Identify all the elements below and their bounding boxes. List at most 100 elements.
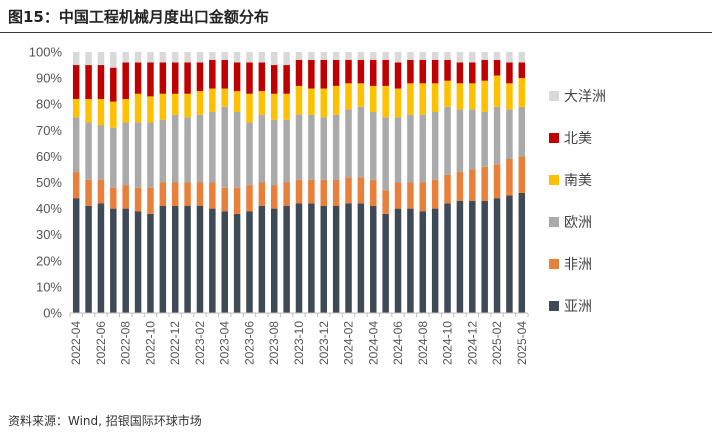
bar-segment: [221, 211, 228, 313]
bar-segment: [283, 205, 290, 313]
bar-segment: [382, 85, 389, 118]
y-tick-label: 40%: [36, 201, 62, 216]
bar-segment: [493, 106, 501, 165]
bar-segment: [283, 65, 290, 94]
legend-label: 大洋洲: [564, 89, 606, 105]
y-tick-label: 70%: [36, 123, 62, 138]
bar-segment: [122, 52, 129, 63]
bar-segment: [184, 205, 191, 313]
bar-segment: [246, 185, 253, 212]
bar-segment: [134, 187, 142, 212]
bar-segment: [159, 205, 167, 313]
bar-segment: [159, 182, 167, 206]
bar-segment: [431, 112, 439, 180]
x-tick-label: 2024-08: [416, 321, 430, 365]
bar-segment: [171, 52, 179, 63]
legend-item: 欧洲: [549, 215, 592, 231]
bar-segment: [444, 80, 451, 107]
bar-segment: [431, 83, 439, 113]
bar-segment: [419, 211, 427, 313]
x-tick-label: 2023-06: [242, 321, 256, 365]
y-tick-label: 30%: [36, 227, 62, 242]
legend-swatch: [549, 259, 559, 269]
y-tick-label: 90%: [36, 71, 62, 86]
bar-segment: [134, 93, 142, 123]
bar-stack-2022-10: [147, 52, 154, 313]
bar-segment: [481, 112, 488, 167]
bar-segment: [209, 52, 216, 60]
bar-segment: [171, 205, 179, 313]
bar-segment: [184, 117, 191, 183]
bar-segment: [332, 205, 340, 313]
bar-stack-2023-01: [184, 52, 191, 313]
bar-segment: [382, 190, 389, 214]
bar-segment: [72, 52, 80, 66]
bar-segment: [506, 195, 513, 313]
legend-swatch: [549, 301, 559, 311]
bar-stack-2024-07: [407, 52, 414, 313]
x-axis: 2022-04 2022-06 2022-08 2022-10 2022-12 2023-…: [69, 313, 529, 365]
bar-segment: [110, 67, 117, 102]
bar-segment: [456, 52, 464, 63]
bar-segment: [345, 83, 352, 110]
bar-segment: [147, 213, 154, 313]
bar-segment: [184, 62, 191, 94]
bar-segment: [258, 114, 266, 183]
bar-segment: [295, 85, 303, 115]
bar-segment: [332, 59, 340, 86]
bar-segment: [97, 52, 105, 66]
bar-segment: [85, 65, 92, 99]
bar-segment: [431, 59, 439, 84]
bar-segment: [246, 122, 253, 186]
bar-segment: [506, 159, 513, 196]
bar-segment: [85, 98, 92, 123]
bar-segment: [308, 88, 315, 115]
bar-segment: [394, 117, 402, 183]
bar-segment: [147, 96, 154, 123]
bar-segment: [295, 114, 303, 180]
bar-stack-2024-02: [345, 52, 352, 313]
bar-segment: [469, 83, 476, 110]
bar-stack-2025-04: [518, 52, 526, 313]
bar-segment: [481, 200, 488, 313]
bar-segment: [518, 62, 526, 79]
x-tick-label: 2025-04: [515, 321, 529, 365]
x-tick-label: 2023-10: [292, 321, 306, 365]
bar-segment: [332, 114, 340, 180]
bar-segment: [345, 177, 352, 204]
bar-segment: [258, 91, 266, 115]
x-tick-label: 2022-06: [94, 321, 108, 365]
bar-segment: [518, 78, 526, 107]
bar-segment: [456, 62, 464, 84]
bar-segment: [196, 62, 204, 92]
bar-segment: [493, 59, 501, 76]
bar-segment: [357, 52, 365, 60]
x-tick-label: 2023-08: [267, 321, 281, 365]
bar-segment: [110, 101, 117, 128]
bar-segment: [221, 187, 228, 212]
bar-segment: [72, 198, 80, 313]
bar-segment: [171, 114, 179, 183]
bar-segment: [518, 192, 526, 313]
bar-segment: [370, 205, 377, 313]
x-tick-label: 2023-12: [317, 321, 331, 365]
bar-segment: [320, 52, 328, 60]
bar-segment: [270, 52, 278, 66]
bar-segment: [147, 187, 154, 214]
x-tick-label: 2022-04: [69, 321, 83, 365]
bar-segment: [270, 185, 278, 209]
legend-swatch: [549, 175, 559, 185]
bar-stack-2022-05: [85, 52, 92, 313]
bar-segment: [382, 52, 389, 60]
bar-segment: [345, 203, 352, 313]
bar-segment: [431, 52, 439, 60]
bar-segment: [134, 211, 142, 313]
bar-segment: [332, 52, 340, 60]
bar-segment: [320, 205, 328, 313]
bar-segment: [456, 83, 464, 110]
bar-segment: [159, 119, 167, 183]
bar-stack-2023-12: [320, 52, 328, 313]
bar-segment: [419, 114, 427, 183]
bar-segment: [122, 122, 129, 186]
bar-stack-2023-09: [283, 52, 290, 313]
